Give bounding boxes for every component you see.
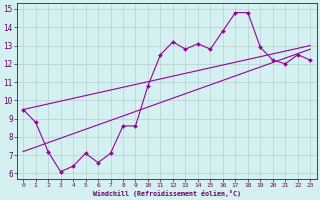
X-axis label: Windchill (Refroidissement éolien,°C): Windchill (Refroidissement éolien,°C) <box>93 190 241 197</box>
